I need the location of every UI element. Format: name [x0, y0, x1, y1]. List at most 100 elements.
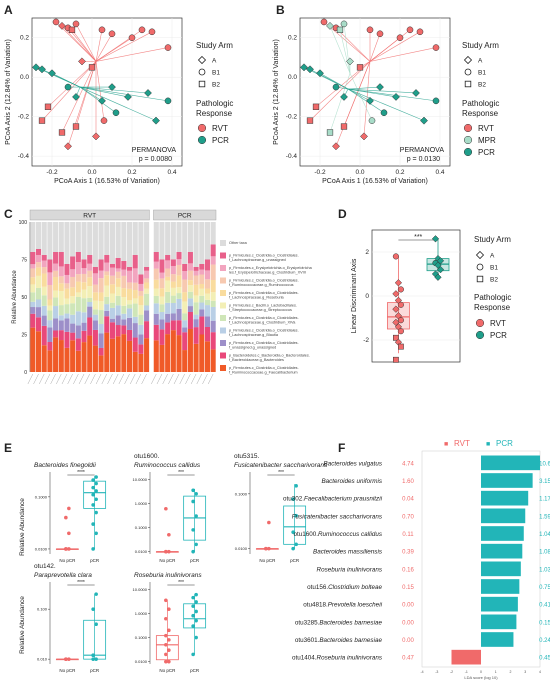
spider-line [369, 29, 411, 62]
panel-b: -0.2 0.0 0.2 0.4 0.2 0.0 -0.2 -0.4 PCoA Axis 1 (… [273, 17, 499, 185]
significance-label: *** [178, 470, 184, 476]
category-label: otu3601.Bacteroides barnesiae [295, 637, 383, 644]
stack-segment [41, 286, 47, 296]
y-axis-label: Relative Abundance [19, 596, 26, 654]
spider-line [363, 61, 371, 137]
stack-segment [121, 297, 127, 306]
stack-segment [87, 286, 93, 298]
data-point [164, 44, 172, 51]
data-point [416, 28, 424, 36]
panel-letter-e: E [4, 441, 12, 455]
stack-segment [75, 296, 81, 312]
panel-f: ■ RVT ■ PCR Bacteroides vulgatus 4.74 10.6 Bact… [283, 439, 550, 680]
stack-segment [199, 334, 205, 372]
category-label-species: Prevotella loescheii [328, 602, 383, 609]
pcr-value: 1.03 [539, 567, 550, 573]
stack-segment [87, 301, 93, 307]
x-tick-label: -3 [435, 670, 438, 674]
category-label-species: Faecalibacterium prausnitzii [304, 496, 383, 503]
stack-segment [176, 252, 182, 260]
stack-segment [104, 275, 110, 286]
legend-label: RVT [478, 124, 494, 133]
data-point [267, 520, 271, 525]
stack-segment [170, 274, 176, 282]
data-point [332, 83, 340, 91]
stack-segment [182, 292, 188, 302]
x-tick-label: -0.2 [314, 169, 326, 176]
subplot: Bacteroides finegoldii 0.1000 0.0100 **** No… [34, 462, 107, 563]
stack-segment [92, 309, 98, 315]
data-point [167, 648, 171, 652]
stack-segment [58, 276, 64, 284]
stack-segment [70, 222, 76, 257]
stack-segment [159, 319, 165, 330]
data-point [396, 34, 404, 42]
stack-segment [30, 268, 36, 278]
y-tick-label: 50 [21, 295, 27, 301]
y-tick-label: 0.1000 [135, 525, 148, 530]
panel-letter-c: C [4, 207, 13, 221]
legend-label: p_Firmicutes.c_Clostridia.o_Clostridiale… [229, 291, 299, 295]
x-tick-label [168, 373, 174, 385]
stack-segment [165, 268, 171, 277]
y-tick-label: 100 [19, 220, 28, 226]
stack-segment [70, 323, 76, 333]
legend-shape-b1 [464, 68, 472, 76]
stack-segment [176, 320, 182, 336]
stack-segment [64, 304, 70, 314]
stack-segment [199, 288, 205, 296]
x-tick-label [44, 373, 51, 385]
stack-segment [204, 293, 211, 300]
stack-segment [98, 222, 104, 260]
stack-segment [132, 323, 138, 338]
x-tick-label: -2 [450, 670, 453, 674]
spider-line [335, 27, 371, 62]
stack-segment [92, 284, 98, 293]
stack-segment [138, 334, 144, 345]
stack-segment [115, 268, 121, 272]
lda-bar [481, 596, 518, 612]
data-point [191, 528, 195, 532]
stack-segment [58, 291, 64, 306]
stack-segment [53, 263, 59, 271]
stack-segment [159, 272, 165, 279]
stack-segment [30, 277, 36, 285]
x-tick-label: 0 [480, 670, 482, 674]
stack-segment [70, 332, 76, 341]
stack-segment [64, 222, 70, 264]
x-tick-label: -1 [465, 670, 468, 674]
data-point [376, 83, 384, 92]
stack-segment [121, 319, 127, 326]
stack-segment [70, 276, 76, 288]
p-value-label: p = 0.0080 [139, 156, 172, 163]
data-point [164, 616, 168, 621]
stack-segment [41, 305, 47, 316]
stack-segment [182, 222, 188, 264]
stack-segment [87, 270, 93, 278]
stack-segment [75, 350, 81, 372]
stack-segment [210, 332, 216, 350]
data-point [128, 34, 136, 42]
stack-segment [138, 324, 144, 335]
legend-label: f_Ruminococcaceae.g_Ruminococcus [229, 283, 294, 287]
legend-label: RVT [212, 124, 228, 133]
x-tick-label [124, 373, 130, 385]
data-point [58, 129, 66, 136]
legend-label: p_Firmicutes.c_Clostridia.o_Clostridiale… [229, 341, 299, 345]
stack-segment [87, 222, 93, 255]
stack-segment [165, 291, 171, 303]
data-point [434, 273, 442, 281]
subplot-title: otu5315. [234, 453, 259, 460]
spider-line [71, 29, 97, 62]
stack-segment [144, 321, 150, 339]
stack-segment [104, 304, 110, 311]
spider-line [47, 61, 97, 108]
x-tick-label [118, 373, 125, 385]
data-point [112, 109, 120, 117]
plot-frame [299, 17, 451, 167]
stack-segment [87, 297, 93, 302]
y-tick-label: -0.2 [18, 114, 30, 121]
stack-segment [132, 351, 138, 372]
pcr-value: 0.15 [539, 620, 550, 626]
stack-segment [153, 340, 159, 372]
